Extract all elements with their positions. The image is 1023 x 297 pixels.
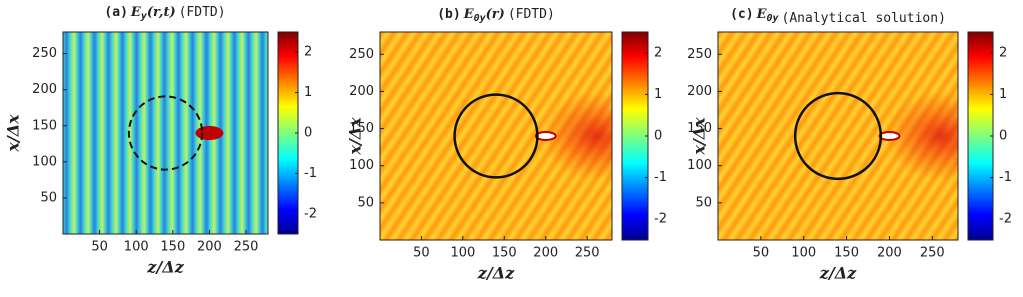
title-argument: (r,t) — [147, 5, 176, 20]
panel-title: (a) Ey(r,t) (FDTD) — [104, 5, 225, 23]
panel-title: (c) E0y (Analytical solution) — [730, 7, 946, 26]
x-tick-label: 250 — [575, 246, 600, 261]
x-tick-label: 150 — [160, 240, 185, 255]
plot-frame — [379, 31, 613, 241]
title-symbol: E — [463, 7, 475, 22]
colorbar-tick-label: 1 — [999, 87, 1007, 102]
colorbar-tick-label: 1 — [654, 87, 662, 102]
y-tick-label: 200 — [687, 84, 712, 99]
y-tick-label: 100 — [349, 158, 374, 173]
panel: (c) E0y (Analytical solution)50 100 150 200 25… — [687, 7, 1012, 283]
x-tick-label: 50 — [91, 240, 108, 255]
x-tick-label: 100 — [450, 246, 475, 261]
x-tick-label: 50 — [413, 246, 430, 261]
title-symbol: E — [756, 7, 768, 22]
panel-title: (b) E0y(r) (FDTD) — [437, 7, 555, 25]
y-tick-label: 150 — [32, 118, 57, 133]
hot-spot — [878, 131, 901, 141]
x-tick-label: 200 — [877, 246, 902, 261]
panel: (a) Ey(r,t) (FDTD)50 100 150 200 2505010015020… — [4, 5, 317, 277]
y-tick-label: 200 — [349, 84, 374, 99]
x-axis-label: z/Δz — [819, 264, 857, 283]
scatterer-outline — [453, 93, 539, 179]
y-axis-label: x/Δx — [690, 117, 709, 156]
y-tick-label: 250 — [32, 46, 57, 61]
colorbar-tick-label: -2 — [654, 212, 667, 227]
x-tick-label: 100 — [791, 246, 816, 261]
title-subscript: y — [140, 11, 148, 22]
wake — [504, 91, 612, 181]
title-argument: (r) — [486, 7, 505, 22]
y-tick-label: 150 — [687, 121, 712, 136]
colorbar-tick-label: 2 — [304, 45, 312, 60]
title-method: (Analytical solution) — [782, 11, 946, 26]
y-tick-label: 250 — [687, 47, 712, 62]
colorbar-tick-label: 2 — [999, 45, 1007, 60]
colorbar-tick-label: -2 — [999, 212, 1012, 227]
x-tick-label: 150 — [834, 246, 859, 261]
scatterer-outline — [127, 95, 204, 171]
title-subscript: 0y — [474, 13, 487, 24]
colorbar-tick-label: -1 — [654, 170, 667, 185]
x-tick-label: 250 — [234, 240, 259, 255]
colorbar — [967, 31, 994, 241]
colorbar-tick-label: -1 — [304, 166, 317, 181]
title-method: (FDTD) — [508, 7, 555, 22]
colorbar-tick-label: 2 — [654, 45, 662, 60]
y-tick-label: 100 — [687, 158, 712, 173]
colorbar-tick-label: 1 — [304, 85, 312, 100]
plot-frame — [62, 31, 269, 235]
y-axis-label: x/Δx — [346, 117, 365, 156]
colorbar — [621, 31, 649, 241]
title-method: (FDTD) — [179, 5, 226, 20]
title-subscript: 0y — [766, 13, 779, 24]
y-tick-label: 100 — [32, 154, 57, 169]
title-tag: (a) — [104, 5, 127, 20]
x-tick-label: 250 — [920, 246, 945, 261]
hot-spot — [534, 131, 557, 141]
x-axis-label: z/Δz — [477, 264, 515, 283]
y-tick-label: 50 — [357, 195, 374, 210]
x-tick-label: 200 — [197, 240, 222, 255]
wake — [846, 91, 958, 181]
colorbar-tick-label: 0 — [999, 129, 1007, 144]
title-tag: (c) — [730, 7, 753, 22]
hot-spot — [195, 126, 224, 140]
colorbar-tick-label: 0 — [654, 129, 662, 144]
panel: (b) E0y(r) (FDTD)50 100 150 200 25050100150200… — [346, 7, 667, 283]
y-tick-label: 250 — [349, 47, 374, 62]
plot-frame — [717, 31, 959, 241]
field — [63, 32, 268, 234]
x-axis-label: z/Δz — [146, 258, 184, 277]
y-tick-label: 150 — [349, 121, 374, 136]
colorbar-tick-label: 0 — [304, 126, 312, 141]
colorbar-tick-label: -2 — [304, 206, 317, 221]
colorbar-tick-label: -1 — [999, 170, 1012, 185]
x-tick-label: 100 — [124, 240, 149, 255]
x-tick-label: 200 — [533, 246, 558, 261]
y-tick-label: 200 — [32, 82, 57, 97]
x-tick-label: 50 — [753, 246, 770, 261]
title-tag: (b) — [437, 7, 460, 22]
y-axis-label: x/Δx — [4, 114, 23, 153]
scatterer-outline — [793, 91, 883, 181]
x-tick-label: 150 — [492, 246, 517, 261]
title-symbol: E — [130, 5, 142, 20]
y-tick-label: 50 — [695, 195, 712, 210]
y-tick-label: 50 — [40, 190, 57, 205]
